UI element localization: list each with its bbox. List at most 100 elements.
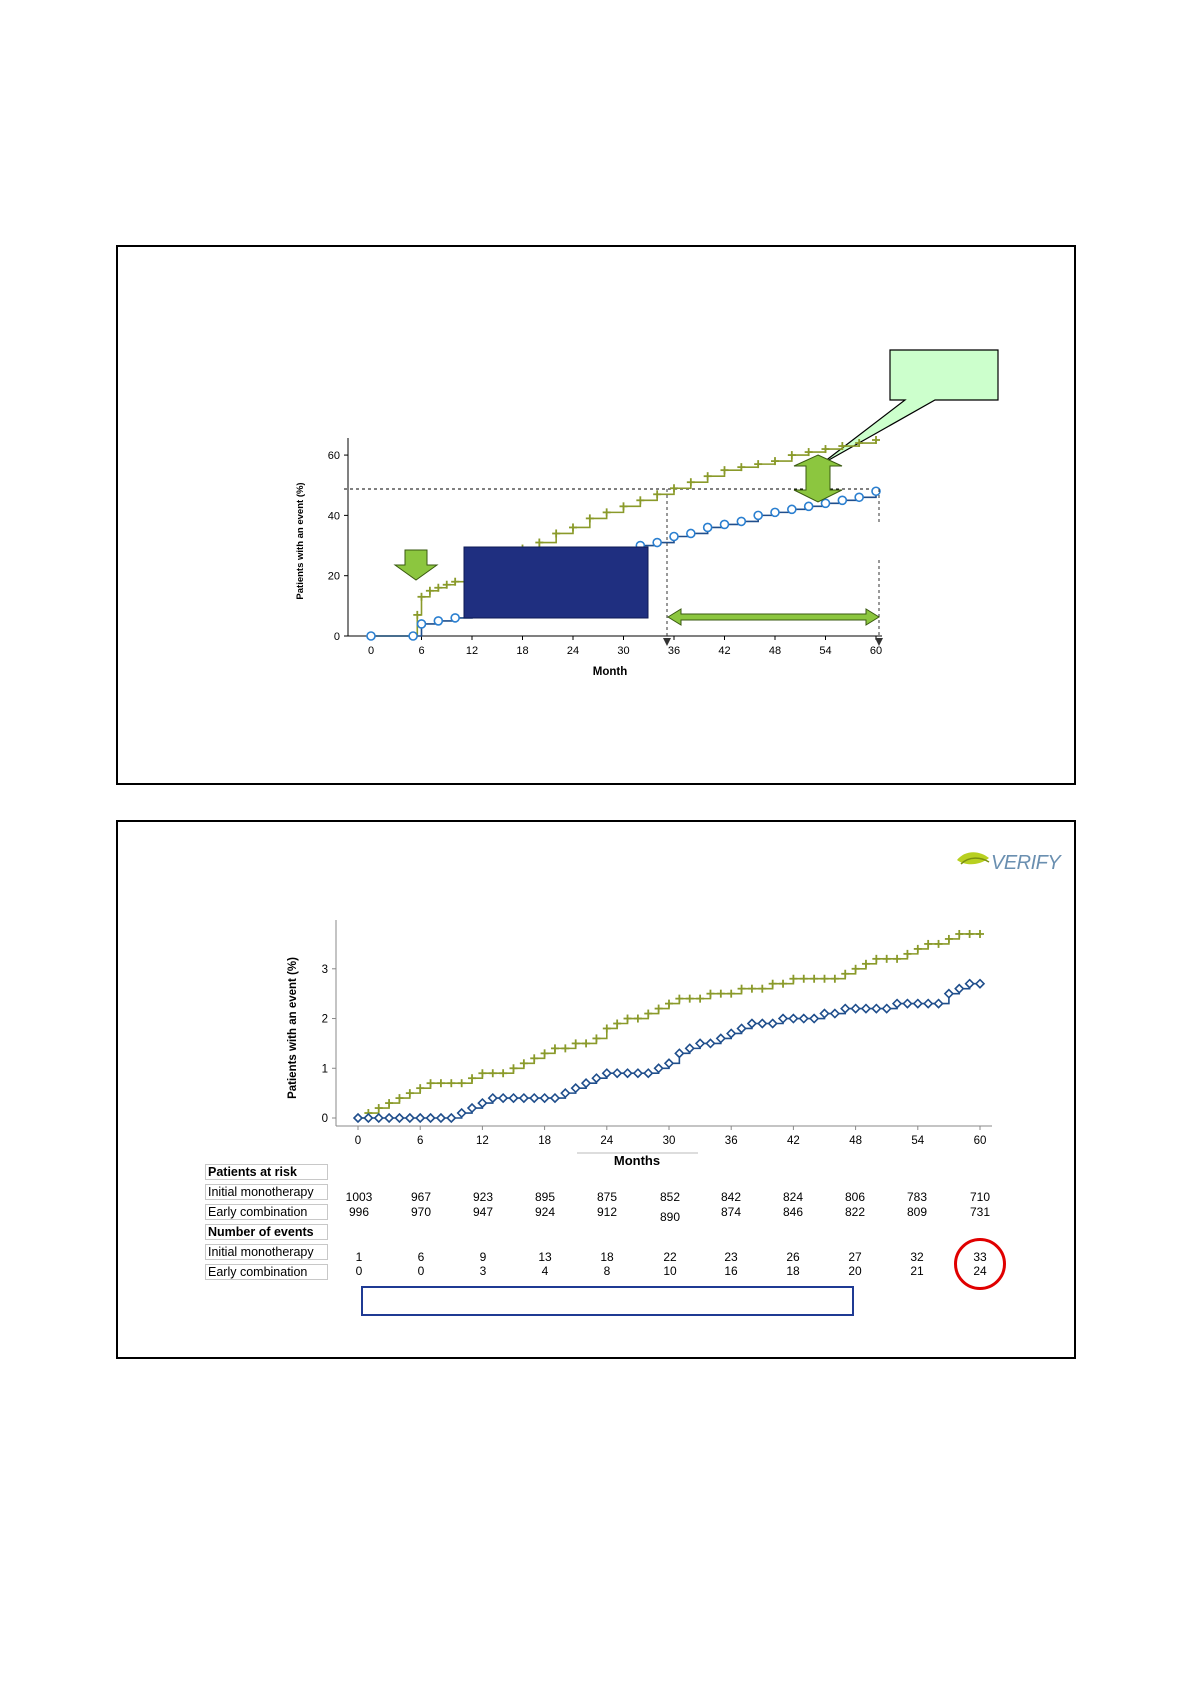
point-combo [674, 1048, 685, 1059]
point-mono [720, 466, 729, 475]
x-tick-label: 6 [417, 1135, 423, 1147]
point-combo [570, 1083, 581, 1094]
green-vertical-double-arrow [793, 454, 843, 503]
x-tick-label: 6 [418, 645, 424, 657]
point-mono [675, 994, 684, 1003]
point-combo [757, 1018, 768, 1029]
point-combo [477, 1097, 488, 1109]
point-combo [591, 1073, 602, 1084]
point-mono [851, 964, 860, 973]
y-axis-label-top: Patients with an event (%) [295, 482, 306, 599]
risk-table-cell: 6 [417, 1250, 425, 1264]
point-combo [829, 1008, 840, 1019]
point-combo [416, 619, 427, 629]
point-combo [705, 1038, 716, 1049]
point-mono [924, 939, 933, 948]
point-mono [413, 610, 422, 619]
point-mono [737, 463, 746, 472]
point-combo [549, 1092, 561, 1104]
point-combo [788, 1013, 799, 1024]
point-mono [519, 1059, 528, 1068]
point-combo [425, 1112, 436, 1124]
x-axis-label-bottom: Months [614, 1153, 660, 1168]
x-tick-label: 30 [617, 645, 629, 657]
point-mono [706, 989, 715, 998]
x-tick-label: 24 [567, 645, 579, 657]
point-mono [425, 586, 434, 595]
point-combo [753, 510, 763, 521]
risk-table-cell: 783 [906, 1190, 928, 1204]
point-combo [653, 1063, 664, 1074]
point-mono [747, 984, 756, 993]
callout-bubble [819, 349, 999, 466]
risk-table-cell: 8 [603, 1264, 611, 1278]
y-axis-label-bottom: Patients with an event (%) [287, 957, 299, 1099]
risk-table-cell: 895 [534, 1190, 556, 1204]
patients-at-risk-header: Patients at risk [205, 1164, 328, 1180]
y-tick-label: 2 [322, 1014, 328, 1026]
y-tick-label: 0 [334, 631, 340, 643]
point-combo [837, 495, 848, 506]
risk-table-cell: 21 [910, 1264, 924, 1278]
point-mono [754, 460, 763, 469]
point-mono [550, 1044, 559, 1053]
events-row-label-early-combination: Early combination [205, 1264, 328, 1280]
x-tick-label: 60 [870, 645, 882, 657]
point-combo [726, 1028, 737, 1039]
y-tick-label: 0 [322, 1113, 328, 1125]
risk-table-cell: 27 [848, 1250, 862, 1264]
point-combo [632, 1068, 644, 1079]
point-combo [954, 983, 965, 994]
risk-table-cell: 0 [355, 1264, 363, 1278]
point-combo [854, 492, 864, 503]
risk-table-cell: 731 [969, 1205, 991, 1219]
point-combo [891, 998, 903, 1009]
x-tick-label: 36 [668, 645, 680, 657]
point-mono [861, 959, 870, 968]
point-mono [416, 1084, 425, 1093]
green-horizontal-double-arrow [667, 608, 880, 626]
point-combo [923, 998, 934, 1009]
point-mono [426, 1079, 435, 1088]
y-tick-label: 20 [328, 571, 340, 583]
point-combo [612, 1068, 623, 1079]
point-combo [529, 1092, 540, 1104]
point-mono [374, 1104, 383, 1113]
point-combo [902, 998, 913, 1009]
point-mono [696, 994, 705, 1003]
point-combo [652, 537, 662, 548]
point-combo [736, 516, 747, 527]
point-mono [488, 1069, 497, 1078]
point-mono [468, 1074, 477, 1083]
x-tick-label: 18 [538, 1135, 551, 1147]
risk-table-cell: 890 [659, 1210, 681, 1224]
point-combo [373, 1112, 384, 1124]
point-mono [804, 448, 813, 457]
x-tick-label: 54 [911, 1135, 924, 1147]
risk-table-cell: 967 [410, 1190, 432, 1204]
point-mono [644, 1009, 653, 1018]
point-combo [819, 1008, 830, 1019]
point-mono [436, 1079, 445, 1088]
point-combo [560, 1088, 571, 1099]
point-combo [746, 1018, 758, 1029]
point-mono [665, 999, 673, 1008]
point-mono [442, 580, 451, 589]
point-combo [719, 519, 730, 530]
risk-table-cell: 996 [348, 1205, 370, 1219]
point-combo [408, 631, 418, 641]
risk-table-cell: 32 [910, 1250, 924, 1264]
risk-table-cell: 875 [596, 1190, 618, 1204]
point-combo [518, 1092, 529, 1104]
verify-logo: VERIFY [955, 846, 1065, 876]
point-mono [737, 984, 746, 993]
risk-row-label-initial-monotherapy: Initial monotherapy [205, 1184, 328, 1200]
point-combo [850, 1003, 861, 1014]
point-mono [619, 502, 628, 511]
risk-table-cell: 1 [355, 1250, 363, 1264]
risk-row-label-early-combination: Early combination [205, 1204, 328, 1220]
risk-table-cell: 874 [720, 1205, 742, 1219]
footnote-box [361, 1286, 854, 1316]
point-mono [395, 1094, 404, 1103]
x-tick-label: 48 [769, 645, 781, 657]
